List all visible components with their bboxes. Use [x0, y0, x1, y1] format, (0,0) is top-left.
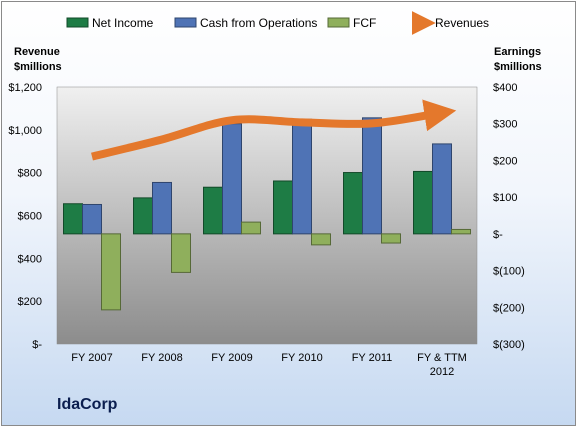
- revenue-line-group: [91, 99, 457, 161]
- x-tick-label: FY 2010: [281, 352, 322, 364]
- left-tick-label: $400: [18, 253, 42, 265]
- legend-swatch: [327, 17, 350, 28]
- bar-fcf: [101, 233, 121, 311]
- x-tick-label: FY 2008: [141, 352, 182, 364]
- right-axis-title-line1: Earnings: [494, 46, 541, 58]
- legend-label: FCF: [353, 16, 376, 30]
- left-axis-title-line2: $millions: [14, 61, 62, 73]
- legend-item: Cash from Operations: [174, 16, 317, 30]
- x-tick-label: FY & TTM 2012: [417, 352, 467, 378]
- left-tick-label: $200: [18, 296, 42, 308]
- bar-cash-from-operations: [362, 117, 382, 235]
- bar-cash-from-operations: [82, 203, 102, 235]
- left-tick-label: $1,200: [8, 82, 42, 94]
- right-tick-label: $400: [493, 82, 517, 94]
- right-tick-label: $300: [493, 119, 517, 131]
- right-tick-label: $100: [493, 192, 517, 204]
- legend-label: Net Income: [92, 16, 154, 30]
- bar-cash-from-operations: [292, 118, 312, 235]
- left-tick-label: $600: [18, 211, 42, 223]
- bar-fcf: [311, 233, 331, 246]
- legend-item: Revenues: [411, 11, 489, 35]
- left-tick-label: $1,000: [8, 125, 42, 137]
- legend-swatch: [174, 17, 197, 28]
- bar-cash-from-operations: [222, 123, 242, 235]
- bar-net-income: [133, 197, 153, 235]
- bar-cash-from-operations: [152, 181, 172, 235]
- legend-label: Cash from Operations: [200, 16, 317, 30]
- bar-net-income: [273, 180, 293, 235]
- bar-fcf: [381, 233, 401, 244]
- revenues-line: [91, 99, 457, 161]
- x-tick-label: FY 2007: [71, 352, 112, 364]
- right-tick-label: $(100): [493, 266, 525, 278]
- bar-net-income: [343, 172, 363, 235]
- x-tick-label: FY 2009: [211, 352, 252, 364]
- left-tick-label: $-: [32, 339, 42, 351]
- left-axis-title-line1: Revenue: [14, 46, 60, 58]
- bars: [63, 117, 471, 311]
- left-tick-label: $800: [18, 168, 42, 180]
- right-tick-label: $200: [493, 155, 517, 167]
- right-tick-label: $(300): [493, 339, 525, 351]
- legend-item: Net Income: [66, 16, 154, 30]
- x-axis-ticks: FY 2007 FY 2008 FY 2009 FY 2010 FY 2011 FY & …: [71, 352, 467, 378]
- right-tick-label: $(200): [493, 302, 525, 314]
- bar-net-income: [63, 203, 83, 235]
- bar-fcf: [451, 228, 471, 235]
- legend-item: FCF: [327, 16, 376, 30]
- bar-fcf: [171, 233, 191, 273]
- legend-label: Revenues: [435, 16, 489, 30]
- plot-area: [56, 86, 478, 345]
- bar-net-income: [413, 170, 433, 235]
- axis-titles: Revenue $millions Earnings $millions: [14, 46, 542, 73]
- chart-title: IdaCorp: [57, 396, 118, 413]
- right-tick-label: $-: [493, 229, 503, 241]
- legend-swatch: [66, 17, 89, 28]
- bar-net-income: [203, 186, 223, 235]
- bar-fcf: [241, 221, 261, 235]
- right-axis-title-line2: $millions: [494, 61, 542, 73]
- right-axis-ticks: $(300) $(200) $(100) $- $100 $200 $300 $400: [493, 82, 525, 351]
- left-axis-ticks: $- $200 $400 $600 $800 $1,000 $1,200: [8, 82, 42, 351]
- bar-cash-from-operations: [432, 143, 452, 235]
- legend: Net Income Cash from Operations FCF Revenue…: [66, 11, 489, 35]
- x-tick-label: FY 2011: [352, 352, 393, 364]
